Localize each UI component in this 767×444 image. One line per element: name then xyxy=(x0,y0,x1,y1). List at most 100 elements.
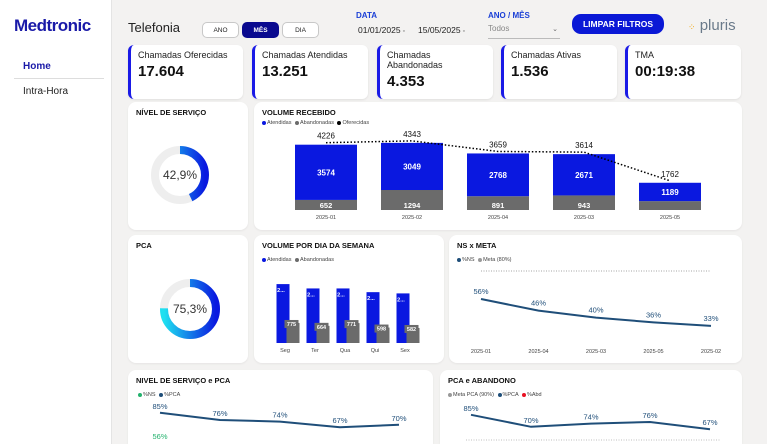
card-title: PCA xyxy=(136,241,152,250)
card-title: VOLUME POR DIA DA SEMANA xyxy=(262,241,375,250)
year-month-value: Todos xyxy=(488,24,510,33)
date-start-value: 01/01/2025 xyxy=(358,25,401,35)
legend-swatch xyxy=(262,120,266,125)
year-month-label: ANO / MÊS xyxy=(488,11,530,20)
gauge-value: 75,3% xyxy=(173,302,207,316)
x-tick-label: Ter xyxy=(311,348,319,354)
date-start-input[interactable]: 01/01/2025 ▫ xyxy=(358,25,405,39)
bar-label-atendidas: 2... xyxy=(337,292,345,298)
kpi-label: Chamadas Abandonadas xyxy=(387,50,443,70)
bar-label-bg xyxy=(404,324,419,333)
x-tick-label: Seg xyxy=(280,348,290,354)
calendar-icon[interactable]: ▫ xyxy=(462,28,466,35)
nivel-servico-card: NÍVEL DE SERVIÇO 42,9% xyxy=(128,102,248,230)
volume-recebido-chart: 3574 652 4226 2025-01 3049 1294 4343 2025-02 276… xyxy=(295,130,701,221)
volume-recebido-card: VOLUME RECEBIDO Atendidas Abandonadas Of… xyxy=(254,102,742,230)
toggle-ano-button[interactable]: ANO xyxy=(202,22,239,38)
card-title: PCA e ABANDONO xyxy=(448,376,516,385)
bar-label-atendidas: 2... xyxy=(397,297,405,303)
point-label-pca: 70% xyxy=(523,416,538,425)
point-label-oferecidas: 1762 xyxy=(661,170,679,179)
x-tick-label: 2025-01 xyxy=(471,349,491,355)
card-title: NS x META xyxy=(457,241,497,250)
toggle-dia-button[interactable]: DIA xyxy=(282,22,319,38)
bar-abandonadas xyxy=(295,199,357,210)
x-tick-label: 2025-04 xyxy=(488,215,508,221)
x-tick-label: 2025-05 xyxy=(643,349,663,355)
chart-legend: %NS Meta (80%) xyxy=(457,257,512,263)
year-month-select[interactable]: Todos ⌄ xyxy=(488,24,560,39)
legend-label: Meta (80%) xyxy=(483,257,512,263)
x-tick-label: 2025-03 xyxy=(574,215,594,221)
kpi-value: 4.353 xyxy=(387,73,425,90)
bar-atendidas xyxy=(276,284,290,343)
gauge-value: 42,9% xyxy=(163,168,197,182)
legend-swatch xyxy=(448,392,452,397)
legend-swatch xyxy=(138,392,142,397)
chevron-down-icon: ⌄ xyxy=(552,26,558,33)
point-label-pca: 74% xyxy=(583,413,598,422)
bar-label-abandonadas: 582 xyxy=(407,327,416,333)
x-tick-label: 2025-01 xyxy=(316,215,336,221)
bar-label-abandonadas: 598 xyxy=(377,327,386,333)
bar-label-bg xyxy=(284,319,299,328)
line-pca xyxy=(470,413,711,431)
nivel-servico-pca-card: NIVEL DE SERVIÇO e PCA %NS %PCA 85% 76% 74… xyxy=(128,370,433,444)
legend-label: Oferecidas xyxy=(342,120,370,126)
point-label-oferecidas: 4343 xyxy=(403,130,421,139)
point-label-oferecidas: 3614 xyxy=(575,141,593,150)
volume-dia-semana-card: VOLUME POR DIA DA SEMANA Atendidas Aband… xyxy=(254,235,444,363)
bar-label-atendidas: 2... xyxy=(277,288,285,294)
bar-label-atendidas: 2768 xyxy=(489,171,507,180)
bar-label-abandonadas: 771 xyxy=(347,322,356,328)
pluris-logo: ⁘ pluris xyxy=(688,17,736,34)
legend-label: %NS xyxy=(462,257,475,263)
point-label-pca: 76% xyxy=(642,411,657,420)
point-label-pca: 70% xyxy=(391,414,406,423)
x-tick-label: 2025-02 xyxy=(402,215,422,221)
legend-swatch xyxy=(478,257,483,262)
sidebar: Medtronic Home Intra-Hora xyxy=(0,0,112,444)
x-tick-label: Qui xyxy=(371,348,380,354)
legend-label: Abandonadas xyxy=(300,120,334,126)
calendar-icon[interactable]: ▫ xyxy=(402,28,406,35)
clear-filters-button[interactable]: LIMPAR FILTROS xyxy=(572,14,664,34)
gauge-arc xyxy=(160,279,220,339)
pca-gauge: 75,3% xyxy=(160,279,220,339)
nivel-servico-pca-chart: 85% 76% 74% 67% 70% 56% xyxy=(152,402,406,441)
chart-legend: %NS %PCA xyxy=(138,392,180,398)
point-label-ns: 33% xyxy=(703,314,718,323)
legend-swatch xyxy=(457,257,461,262)
kpi-label: Chamadas Ativas xyxy=(511,50,582,60)
kpi-label: Chamadas Oferecidas xyxy=(138,50,228,60)
bar-label-atendidas: 2671 xyxy=(575,171,593,180)
date-filter-label: DATA xyxy=(356,11,378,20)
sidebar-item-home[interactable]: Home xyxy=(14,55,104,79)
bar-label-bg xyxy=(374,324,389,333)
line-oferecidas xyxy=(325,140,671,182)
point-label-oferecidas: 3659 xyxy=(489,140,507,149)
point-label-pca: 74% xyxy=(272,411,287,420)
bar-label-atendidas: 3049 xyxy=(403,162,421,171)
bar-label-atendidas: 3574 xyxy=(317,168,335,177)
bar-abandonadas xyxy=(381,190,443,210)
card-title: VOLUME RECEBIDO xyxy=(262,108,336,117)
legend-swatch xyxy=(337,120,342,125)
x-tick-label: Sex xyxy=(400,348,410,354)
bar-label-abandonadas: 775 xyxy=(287,322,296,328)
date-end-input[interactable]: 15/05/2025 ▫ xyxy=(418,25,465,39)
sidebar-item-intra-hora[interactable]: Intra-Hora xyxy=(23,86,69,97)
point-label-ns: 36% xyxy=(646,310,661,319)
medtronic-logo: Medtronic xyxy=(14,16,91,35)
kpi-value: 1.536 xyxy=(511,63,549,80)
bar-atendidas xyxy=(381,142,443,191)
kpi-chamadas-abandonadas: Chamadas Abandonadas 4.353 xyxy=(377,45,493,99)
chart-legend: Meta PCA (90%) %PCA %Abd xyxy=(448,392,542,398)
toggle-mes-button[interactable]: MÊS xyxy=(242,22,279,38)
bar-abandonadas xyxy=(639,201,701,210)
legend-label: Atendidas xyxy=(267,120,292,126)
point-label-oferecidas: 4226 xyxy=(317,132,335,141)
legend-swatch xyxy=(497,392,502,397)
bar-abandonadas xyxy=(467,196,529,210)
point-label-pca: 67% xyxy=(332,416,347,425)
